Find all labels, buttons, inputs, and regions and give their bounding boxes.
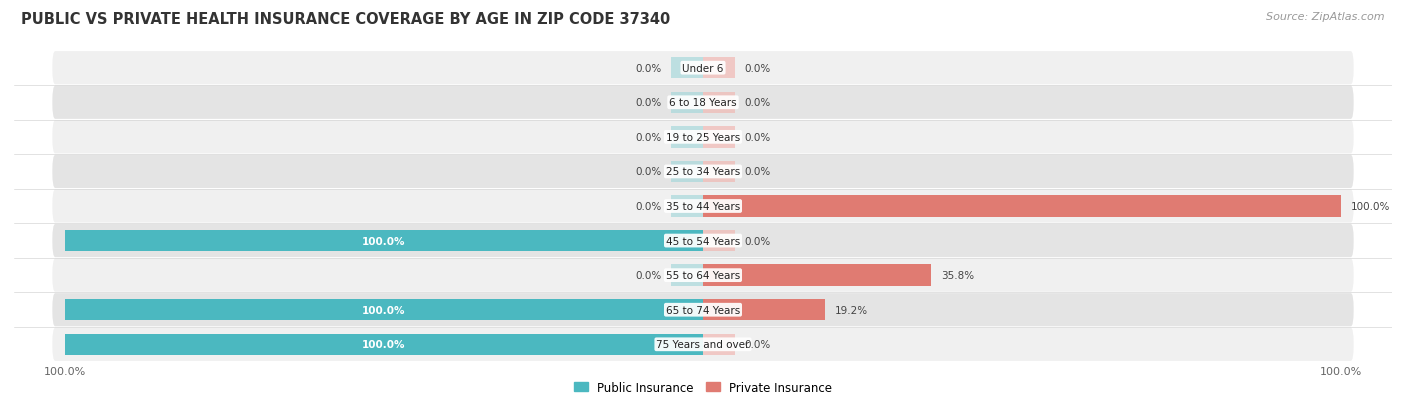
Bar (703, 265, 931, 286)
Text: 35.8%: 35.8% (941, 271, 974, 280)
Bar (703, 161, 735, 183)
Bar (703, 334, 735, 355)
FancyBboxPatch shape (52, 190, 1354, 223)
Text: 0.0%: 0.0% (636, 202, 662, 211)
Bar (671, 196, 703, 217)
Text: Under 6: Under 6 (682, 64, 724, 74)
Text: 0.0%: 0.0% (744, 133, 770, 142)
Text: 6 to 18 Years: 6 to 18 Years (669, 98, 737, 108)
Text: 0.0%: 0.0% (744, 98, 770, 108)
Text: 75 Years and over: 75 Years and over (657, 339, 749, 349)
Text: 0.0%: 0.0% (636, 98, 662, 108)
Bar (703, 127, 735, 148)
Text: 0.0%: 0.0% (636, 64, 662, 74)
Bar (65, 334, 703, 355)
Bar (703, 93, 735, 114)
Text: 0.0%: 0.0% (744, 236, 770, 246)
Bar (703, 230, 735, 252)
Bar (671, 127, 703, 148)
Text: 45 to 54 Years: 45 to 54 Years (666, 236, 740, 246)
Text: 100.0%: 100.0% (1351, 202, 1391, 211)
Text: 35 to 44 Years: 35 to 44 Years (666, 202, 740, 211)
Text: 0.0%: 0.0% (636, 167, 662, 177)
FancyBboxPatch shape (52, 224, 1354, 258)
FancyBboxPatch shape (52, 86, 1354, 120)
Text: 25 to 34 Years: 25 to 34 Years (666, 167, 740, 177)
FancyBboxPatch shape (52, 155, 1354, 189)
Bar (703, 299, 825, 320)
Text: 19.2%: 19.2% (835, 305, 868, 315)
Text: Source: ZipAtlas.com: Source: ZipAtlas.com (1267, 12, 1385, 22)
Legend: Public Insurance, Private Insurance: Public Insurance, Private Insurance (569, 376, 837, 399)
FancyBboxPatch shape (52, 259, 1354, 292)
Text: 65 to 74 Years: 65 to 74 Years (666, 305, 740, 315)
Bar (671, 265, 703, 286)
Bar (703, 58, 735, 79)
Text: 19 to 25 Years: 19 to 25 Years (666, 133, 740, 142)
Text: 0.0%: 0.0% (636, 271, 662, 280)
Text: 100.0%: 100.0% (363, 305, 406, 315)
FancyBboxPatch shape (52, 52, 1354, 85)
Bar (671, 161, 703, 183)
Text: 100.0%: 100.0% (363, 236, 406, 246)
Text: 0.0%: 0.0% (744, 167, 770, 177)
Text: 55 to 64 Years: 55 to 64 Years (666, 271, 740, 280)
Bar (671, 58, 703, 79)
Text: 0.0%: 0.0% (636, 133, 662, 142)
Bar (65, 299, 703, 320)
Text: 0.0%: 0.0% (744, 64, 770, 74)
Bar (65, 230, 703, 252)
Text: PUBLIC VS PRIVATE HEALTH INSURANCE COVERAGE BY AGE IN ZIP CODE 37340: PUBLIC VS PRIVATE HEALTH INSURANCE COVER… (21, 12, 671, 27)
FancyBboxPatch shape (52, 328, 1354, 361)
Bar (671, 93, 703, 114)
FancyBboxPatch shape (52, 121, 1354, 154)
Text: 0.0%: 0.0% (744, 339, 770, 349)
Bar (703, 196, 1341, 217)
FancyBboxPatch shape (52, 293, 1354, 327)
Text: 100.0%: 100.0% (363, 339, 406, 349)
